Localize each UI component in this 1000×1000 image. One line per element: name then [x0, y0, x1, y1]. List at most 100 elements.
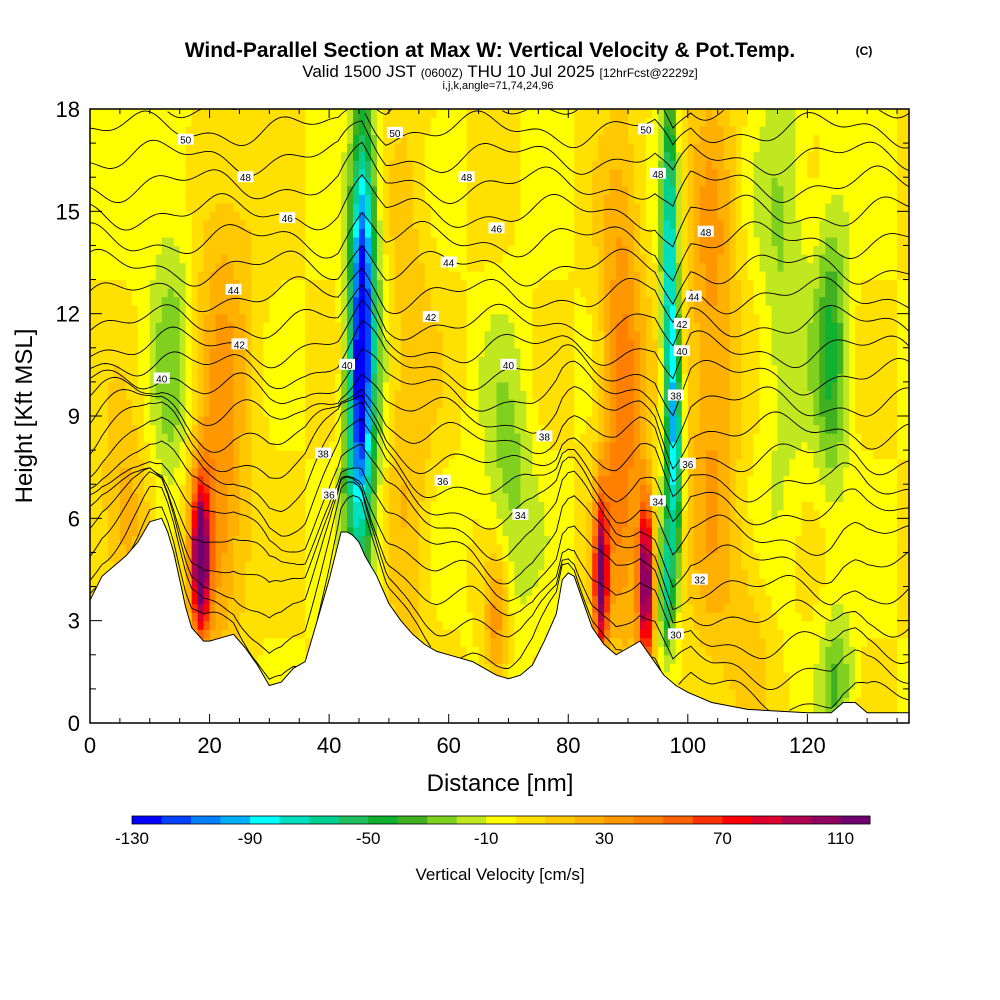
heatmap-cell — [155, 467, 163, 477]
heatmap-cell — [478, 578, 486, 588]
heatmap-cell — [227, 484, 235, 494]
heatmap-cell — [221, 526, 229, 536]
heatmap-cell — [305, 364, 312, 374]
heatmap-cell — [412, 373, 420, 383]
heatmap-cell — [167, 126, 175, 136]
heatmap-cell — [448, 552, 456, 562]
heatmap-cell — [442, 407, 450, 417]
heatmap-cell — [275, 416, 282, 426]
heatmap-cell — [484, 578, 492, 588]
heatmap-cell — [149, 433, 157, 443]
heatmap-cell — [263, 194, 270, 204]
heatmap-cell — [442, 424, 450, 434]
heatmap-cell — [454, 543, 462, 554]
heatmap-cell — [269, 151, 276, 161]
heatmap-cell — [245, 262, 253, 272]
heatmap-cell — [113, 424, 121, 434]
heatmap-cell — [359, 143, 366, 153]
heatmap-cell — [406, 126, 414, 136]
heatmap-cell — [221, 364, 229, 374]
heatmap-cell — [305, 271, 312, 281]
heatmap-cell — [263, 569, 270, 579]
heatmap-cell — [460, 595, 468, 605]
heatmap-cell — [90, 381, 97, 392]
heatmap-cell — [388, 518, 396, 528]
heatmap-cell — [347, 160, 354, 170]
heatmap-cell — [149, 501, 157, 511]
heatmap-cell — [484, 620, 492, 630]
heatmap-cell — [466, 450, 474, 460]
heatmap-cell — [466, 398, 474, 409]
heatmap-cell — [191, 373, 199, 383]
heatmap-cell — [484, 168, 492, 178]
heatmap-cell — [305, 279, 312, 289]
heatmap-cell — [101, 177, 109, 187]
heatmap-cell — [341, 416, 348, 426]
heatmap-cell — [281, 416, 288, 426]
heatmap-cell — [90, 202, 97, 212]
heatmap-cell — [191, 271, 199, 281]
heatmap-cell — [299, 620, 306, 630]
heatmap-cell — [418, 526, 426, 536]
heatmap-cell — [95, 416, 103, 426]
heatmap-cell — [448, 109, 456, 119]
heatmap-cell — [448, 620, 456, 630]
heatmap-cell — [107, 492, 115, 502]
heatmap-cell — [317, 347, 324, 357]
heatmap-cell — [113, 526, 121, 536]
heatmap-cell — [424, 586, 432, 596]
heatmap-cell — [412, 313, 420, 323]
heatmap-cell — [90, 347, 97, 357]
heatmap-cell — [173, 424, 181, 434]
heatmap-cell — [215, 484, 223, 494]
heatmap-cell — [376, 526, 384, 536]
heatmap-cell — [257, 433, 264, 443]
heatmap-cell — [400, 364, 408, 374]
heatmap-cell — [227, 313, 235, 323]
heatmap-cell — [245, 509, 253, 519]
heatmap-cell — [496, 185, 504, 195]
heatmap-cell — [263, 151, 270, 161]
heatmap-cell — [275, 467, 282, 477]
heatmap-cell — [287, 535, 294, 545]
heatmap-cell — [95, 560, 103, 571]
heatmap-cell — [137, 313, 145, 323]
heatmap-cell — [209, 458, 217, 468]
heatmap-cell — [484, 271, 492, 281]
heatmap-cell — [359, 441, 366, 451]
heatmap-cell — [113, 126, 121, 136]
heatmap-cell — [329, 245, 336, 255]
heatmap-cell — [221, 236, 229, 247]
heatmap-cell — [137, 245, 145, 255]
heatmap-cell — [406, 501, 414, 511]
heatmap-cell — [454, 202, 462, 212]
heatmap-cell — [257, 595, 264, 605]
heatmap-cell — [239, 160, 247, 170]
heatmap-cell — [412, 288, 420, 298]
heatmap-cell — [317, 279, 324, 289]
heatmap-cell — [484, 458, 492, 468]
heatmap-cell — [137, 305, 145, 315]
heatmap-cell — [137, 236, 145, 247]
heatmap-cell — [347, 151, 354, 161]
heatmap-cell — [173, 484, 181, 494]
heatmap-cell — [353, 484, 360, 494]
heatmap-cell — [400, 356, 408, 366]
heatmap-cell — [203, 441, 211, 451]
heatmap-cell — [119, 228, 127, 238]
heatmap-cell — [179, 526, 187, 536]
heatmap-cell — [418, 253, 426, 264]
heatmap-cell — [394, 168, 402, 178]
heatmap-cell — [239, 296, 247, 306]
heatmap-cell — [412, 578, 420, 588]
heatmap-cell — [388, 228, 396, 238]
heatmap-cell — [353, 160, 360, 170]
heatmap-cell — [203, 450, 211, 460]
heatmap-cell — [107, 117, 115, 127]
heatmap-cell — [90, 143, 97, 153]
heatmap-cell — [382, 416, 390, 426]
heatmap-cell — [137, 416, 145, 426]
heatmap-cell — [167, 245, 175, 255]
heatmap-cell — [442, 603, 450, 613]
heatmap-cell — [436, 194, 444, 204]
